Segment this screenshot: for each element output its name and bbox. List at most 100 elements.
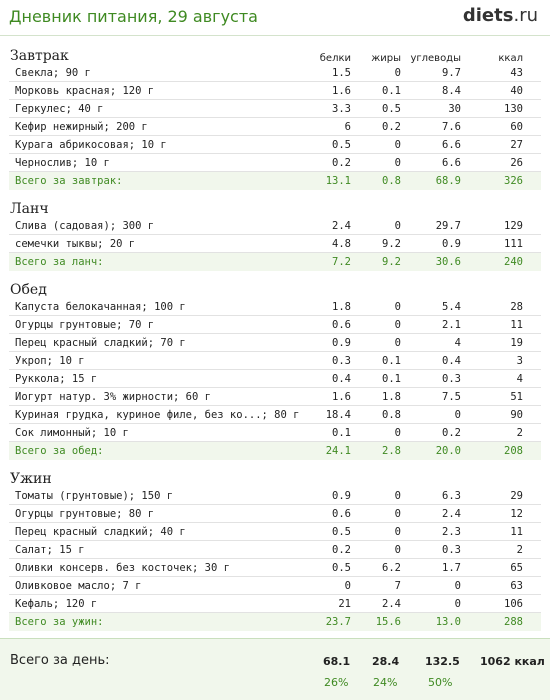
food-row[interactable]: Йогурт натур. 3% жирности; 60 г 1.6 1.8 7.5… — [9, 388, 541, 406]
meal-section: Обед Капуста белокачанная; 100 г 1.8 0 5.4 28… — [9, 278, 541, 460]
meal-total-carbs: 30.6 — [435, 256, 461, 268]
meal-name: Обед — [10, 282, 47, 298]
food-kcal: 2 — [516, 426, 523, 439]
food-fat: 0.1 — [382, 354, 401, 367]
food-carbs: 0 — [454, 579, 461, 592]
food-row[interactable]: Сок лимонный; 10 г 0.1 0 0.2 2 — [9, 424, 541, 442]
food-name[interactable]: Йогурт натур. 3% жирности; 60 г — [15, 390, 211, 403]
food-row[interactable]: Куриная грудка, куриное филе, без ко...;… — [9, 406, 541, 424]
food-name[interactable]: Руккола; 15 г — [15, 372, 98, 385]
food-carbs: 29.7 — [435, 219, 461, 232]
food-row[interactable]: Капуста белокачанная; 100 г 1.8 0 5.4 28 — [9, 298, 541, 316]
food-row[interactable]: Перец красный сладкий; 40 г 0.5 0 2.3 11 — [9, 523, 541, 541]
food-protein: 0.2 — [332, 156, 351, 169]
food-name[interactable]: Перец красный сладкий; 70 г — [15, 336, 186, 349]
food-row[interactable]: Огурцы грунтовые; 70 г 0.6 0 2.1 11 — [9, 316, 541, 334]
food-kcal: 60 — [510, 120, 523, 133]
food-row[interactable]: Перец красный сладкий; 70 г 0.9 0 4 19 — [9, 334, 541, 352]
food-name[interactable]: Перец красный сладкий; 40 г — [15, 525, 186, 538]
food-kcal: 28 — [510, 300, 523, 313]
food-row[interactable]: Геркулес; 40 г 3.3 0.5 30 130 — [9, 100, 541, 118]
food-kcal: 111 — [504, 237, 523, 250]
food-fat: 0 — [394, 507, 401, 520]
food-kcal: 129 — [504, 219, 523, 232]
food-row[interactable]: Свекла; 90 г 1.5 0 9.7 43 — [9, 64, 541, 82]
day-total-label: Всего за день: — [10, 653, 110, 668]
col-header-carbs: углеводы — [410, 53, 461, 64]
food-name[interactable]: Геркулес; 40 г — [15, 102, 104, 115]
meal-total-fat: 9.2 — [382, 256, 401, 268]
food-row[interactable]: Морковь красная; 120 г 1.6 0.1 8.4 40 — [9, 82, 541, 100]
food-row[interactable]: Салат; 15 г 0.2 0 0.3 2 — [9, 541, 541, 559]
food-fat: 9.2 — [382, 237, 401, 250]
food-name[interactable]: Огурцы грунтовые; 80 г — [15, 507, 155, 520]
meal-total-row: Всего за ланч: 7.2 9.2 30.6 240 — [9, 253, 541, 271]
food-row[interactable]: Томаты (грунтовые); 150 г 0.9 0 6.3 29 — [9, 487, 541, 505]
food-name[interactable]: Кефир нежирный; 200 г — [15, 120, 148, 133]
food-protein: 1.8 — [332, 300, 351, 313]
food-name[interactable]: Кефаль; 120 г — [15, 597, 98, 610]
food-row[interactable]: Руккола; 15 г 0.4 0.1 0.3 4 — [9, 370, 541, 388]
food-name[interactable]: Оливковое масло; 7 г — [15, 579, 142, 592]
food-protein: 0.9 — [332, 336, 351, 349]
food-carbs: 2.4 — [442, 507, 461, 520]
food-carbs: 0.2 — [442, 426, 461, 439]
meal-total-protein: 7.2 — [332, 256, 351, 268]
food-row[interactable]: Слива (садовая); 300 г 2.4 0 29.7 129 — [9, 217, 541, 235]
food-carbs: 8.4 — [442, 84, 461, 97]
food-row[interactable]: Укроп; 10 г 0.3 0.1 0.4 3 — [9, 352, 541, 370]
food-name[interactable]: Салат; 15 г — [15, 543, 85, 556]
food-kcal: 51 — [510, 390, 523, 403]
food-name[interactable]: Свекла; 90 г — [15, 66, 91, 79]
food-row[interactable]: Кефир нежирный; 200 г 6 0.2 7.6 60 — [9, 118, 541, 136]
food-protein: 21 — [338, 597, 351, 610]
food-row[interactable]: Оливки консерв. без косточек; 30 г 0.5 6.2… — [9, 559, 541, 577]
food-name[interactable]: Укроп; 10 г — [15, 354, 85, 367]
meal-section: Ужин Томаты (грунтовые); 150 г 0.9 0 6.3 29 Ог… — [9, 467, 541, 631]
food-name[interactable]: Капуста белокачанная; 100 г — [15, 300, 186, 313]
food-name[interactable]: Чернослив; 10 г — [15, 156, 110, 169]
page-header: Дневник питания, 29 августа diets.ru — [0, 0, 550, 36]
meal-name: Завтрак — [10, 48, 69, 64]
food-row[interactable]: Чернослив; 10 г 0.2 0 6.6 26 — [9, 154, 541, 172]
food-name[interactable]: Морковь красная; 120 г — [15, 84, 155, 97]
food-name[interactable]: Томаты (грунтовые); 150 г — [15, 489, 174, 502]
food-protein: 0 — [344, 579, 351, 592]
food-name[interactable]: семечки тыквы; 20 г — [15, 237, 136, 250]
food-carbs: 0.3 — [442, 543, 461, 556]
food-protein: 18.4 — [325, 408, 351, 421]
food-name[interactable]: Огурцы грунтовые; 70 г — [15, 318, 155, 331]
food-kcal: 65 — [510, 561, 523, 574]
food-fat: 0.1 — [382, 372, 401, 385]
meal-total-label: Всего за обед: — [15, 445, 104, 457]
food-row[interactable]: Оливковое масло; 7 г 0 7 0 63 — [9, 577, 541, 595]
food-fat: 0 — [394, 336, 401, 349]
meal-header: Ланч — [9, 197, 541, 217]
food-name[interactable]: Слива (садовая); 300 г — [15, 219, 155, 232]
food-fat: 1.8 — [382, 390, 401, 403]
day-total-protein: 68.1 — [323, 655, 351, 668]
food-fat: 0 — [394, 156, 401, 169]
meal-total-carbs: 13.0 — [435, 616, 461, 628]
food-row[interactable]: Курага абрикосовая; 10 г 0.5 0 6.6 27 — [9, 136, 541, 154]
food-protein: 6 — [344, 120, 351, 133]
meal-total-label: Всего за ланч: — [15, 256, 104, 268]
site-logo[interactable]: diets.ru — [463, 5, 538, 26]
food-name[interactable]: Сок лимонный; 10 г — [15, 426, 129, 439]
meal-name: Ланч — [10, 201, 49, 217]
food-protein: 0.6 — [332, 507, 351, 520]
meal-header: Ужин — [9, 467, 541, 487]
food-row[interactable]: Кефаль; 120 г 21 2.4 0 106 — [9, 595, 541, 613]
day-total-fat: 28.4 — [372, 655, 400, 668]
food-row[interactable]: Огурцы грунтовые; 80 г 0.6 0 2.4 12 — [9, 505, 541, 523]
logo-domain: .ru — [513, 5, 538, 26]
food-kcal: 40 — [510, 84, 523, 97]
food-name[interactable]: Оливки консерв. без косточек; 30 г — [15, 561, 230, 574]
food-name[interactable]: Курага абрикосовая; 10 г — [15, 138, 167, 151]
food-protein: 0.6 — [332, 318, 351, 331]
food-carbs: 5.4 — [442, 300, 461, 313]
food-row[interactable]: семечки тыквы; 20 г 4.8 9.2 0.9 111 — [9, 235, 541, 253]
food-name[interactable]: Куриная грудка, куриное филе, без ко...;… — [15, 408, 300, 421]
food-carbs: 0.4 — [442, 354, 461, 367]
food-carbs: 2.3 — [442, 525, 461, 538]
